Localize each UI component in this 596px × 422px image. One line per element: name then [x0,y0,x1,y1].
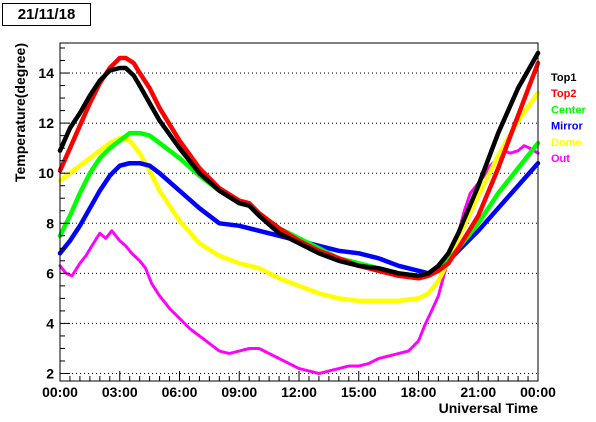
series-layer [57,50,541,375]
legend-entry-mirror: Mirror [551,121,584,133]
x-tick-label: 09:00 [221,384,257,400]
series-line-dome [57,90,541,304]
x-tick-label: 12:00 [281,384,317,400]
legend-entry-top2: Top2 [551,88,576,100]
x-tick-label: 00:00 [520,384,556,400]
series-line-out [58,144,540,375]
y-tick-label: 8 [46,215,54,231]
y-tick-label: 14 [38,65,54,81]
legend-entry-center: Center [551,104,587,116]
y-tick-label: 12 [38,115,54,131]
legend-entry-dome: Dome [551,137,582,149]
x-tick-label: 18:00 [401,384,437,400]
y-tick-label: 4 [46,315,54,331]
y-tick-label: 2 [46,365,54,381]
x-axis-title: Universal Time [439,400,539,416]
legend: Top1 Top2 Center Mirror Dome Out [551,72,587,165]
y-axis-title: Temperature(degree) [12,43,28,182]
y-tick-label: 6 [46,265,54,281]
x-tick-label: 03:00 [102,384,138,400]
legend-entry-out: Out [551,153,570,165]
series-line-top1 [57,50,541,279]
legend-entry-top1: Top1 [551,72,576,84]
x-tick-label: 06:00 [162,384,198,400]
y-tick-label: 10 [38,165,54,181]
date-title: 21/11/18 [2,3,91,26]
x-tick-label: 00:00 [42,384,78,400]
x-axis: 00:00 03:00 06:00 09:00 12:00 15:00 18:00 21:00… [42,371,556,400]
x-tick-label: 15:00 [341,384,377,400]
x-tick-label: 21:00 [460,384,496,400]
y-axis: 2 4 6 8 10 12 14 [38,47,70,381]
